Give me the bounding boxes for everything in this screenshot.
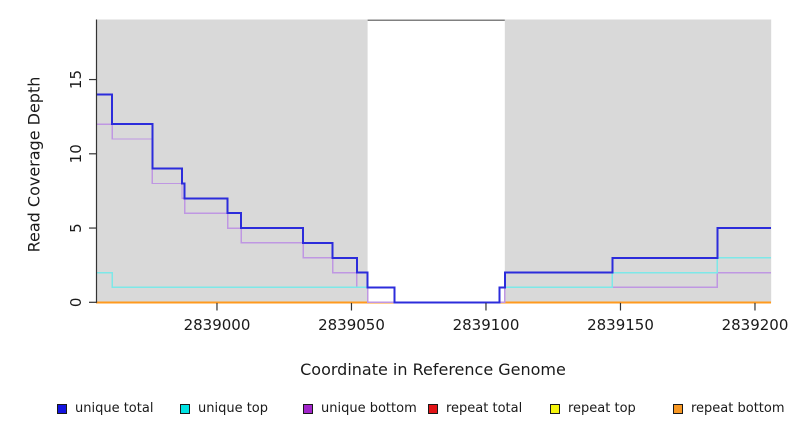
x-tick-label: 2839200: [722, 316, 789, 334]
x-tick-label: 2839000: [184, 316, 251, 334]
legend: unique total unique top unique bottom repea…: [0, 400, 792, 420]
legend-swatch-repeat-top: [550, 404, 560, 414]
legend-swatch-repeat-bottom: [673, 404, 683, 414]
y-tick-label: 15: [67, 70, 85, 89]
legend-item-repeat-total: repeat total: [428, 402, 522, 416]
y-axis-title: Read Coverage Depth: [24, 76, 44, 253]
plot-canvas: 0 5 10 15 2839000 2839050 2839100 2839150 283920…: [67, 19, 789, 334]
y-tick-label: 10: [67, 144, 85, 163]
y-tick-label: 0: [67, 298, 85, 308]
legend-label: repeat top: [568, 401, 636, 416]
x-axis-title: Coordinate in Reference Genome: [300, 360, 566, 379]
legend-swatch-unique-total: [57, 404, 67, 414]
legend-item-repeat-top: repeat top: [550, 402, 636, 416]
legend-swatch-repeat-total: [428, 404, 438, 414]
legend-item-repeat-bottom: repeat bottom: [673, 402, 785, 416]
series-line-unique-total: [95, 93, 772, 304]
y-tick-label: 5: [67, 223, 85, 233]
x-tick-label: 2839050: [318, 316, 385, 334]
legend-label: unique total: [75, 401, 154, 416]
legend-item-unique-bottom: unique bottom: [303, 402, 417, 416]
x-tick-label: 2839100: [453, 316, 520, 334]
legend-label: repeat bottom: [691, 401, 785, 416]
legend-item-unique-total: unique total: [57, 402, 153, 416]
gap-region: [367, 19, 505, 304]
legend-label: unique top: [198, 401, 269, 416]
legend-swatch-unique-bottom: [303, 404, 313, 414]
x-tick-label: 2839150: [587, 316, 654, 334]
legend-item-unique-top: unique top: [180, 402, 268, 416]
legend-label: unique bottom: [321, 401, 417, 416]
legend-swatch-unique-top: [180, 404, 190, 414]
legend-label: repeat total: [446, 401, 523, 416]
